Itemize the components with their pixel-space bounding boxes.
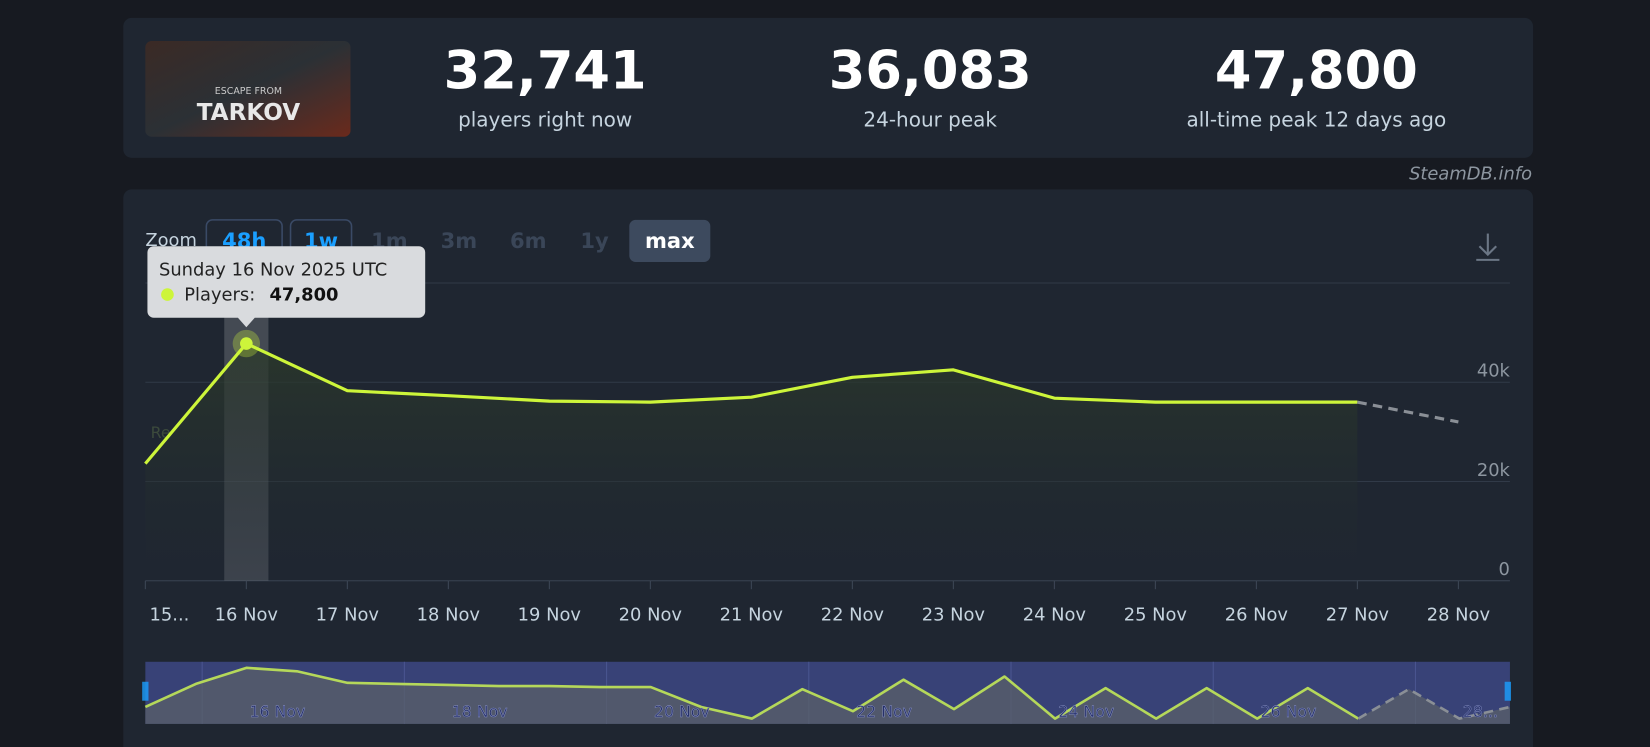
tooltip-box: [147, 246, 426, 328]
x-tick-label: 25 Nov: [1124, 604, 1188, 625]
watermark: SteamDB.info: [1409, 164, 1532, 185]
x-tick-label: 23 Nov: [922, 604, 986, 625]
y-tick-label: 0: [1499, 559, 1510, 580]
stat-label: players right now: [458, 107, 632, 131]
stat-value: 36,083: [829, 40, 1032, 101]
zoom-button-label[interactable]: 1y: [580, 228, 609, 253]
x-tick-label: 26 Nov: [1225, 604, 1289, 625]
x-tick-label: 15...: [150, 604, 190, 625]
series-line: [144, 341, 1358, 465]
header-panel: [123, 17, 1534, 158]
navigator-line-area: [145, 667, 1359, 724]
navigator-line: [1357, 687, 1511, 720]
series-line-area: [145, 343, 1358, 581]
download-icon[interactable]: [1476, 233, 1500, 261]
navigator-handle[interactable]: [142, 681, 149, 701]
y-tick-label: 40k: [1477, 361, 1511, 382]
tooltip-label: Players:: [184, 285, 255, 306]
navigator-line: [144, 666, 1359, 720]
x-tick-label: 21 Nov: [720, 604, 784, 625]
x-tick-label: 28 Nov: [1427, 604, 1491, 625]
navigator-label: 20 Nov: [654, 702, 710, 721]
zoom-button[interactable]: [629, 219, 711, 262]
x-tick-label: 20 Nov: [619, 604, 683, 625]
x-tick-label: 19 Nov: [518, 604, 582, 625]
capsule-text: TARKOV: [197, 100, 301, 126]
navigator-label: 28...: [1463, 702, 1498, 721]
tooltip-value: 47,800: [269, 285, 338, 306]
x-tick-label: 22 Nov: [821, 604, 885, 625]
data-point: [240, 337, 253, 350]
game-capsule[interactable]: [145, 41, 351, 137]
x-tick-label: 18 Nov: [417, 604, 481, 625]
x-tick-label: 24 Nov: [1023, 604, 1087, 625]
x-tick-label: 16 Nov: [215, 604, 279, 625]
x-tick-label: 27 Nov: [1326, 604, 1390, 625]
capsule-text: ESCAPE FROM: [215, 86, 282, 97]
navigator-label: 26 Nov: [1261, 702, 1317, 721]
tooltip-marker: [161, 288, 174, 301]
zoom-button-label[interactable]: max: [645, 228, 695, 253]
stat-label: 24-hour peak: [863, 107, 997, 131]
navigator-label: 18 Nov: [452, 702, 508, 721]
y-tick-label: 20k: [1477, 460, 1511, 481]
x-tick-label: 17 Nov: [316, 604, 380, 625]
series-line: [1357, 400, 1459, 424]
tooltip-title: Sunday 16 Nov 2025 UTC: [159, 259, 387, 280]
stat-label: all-time peak 12 days ago: [1186, 107, 1446, 131]
navigator-label: 22 Nov: [856, 702, 912, 721]
navigator-label: 16 Nov: [249, 702, 305, 721]
navigator-handle[interactable]: [1504, 681, 1511, 701]
stat-value: 32,741: [444, 40, 647, 101]
navigator-line-area: [1358, 689, 1510, 724]
zoom-label: Zoom: [145, 230, 197, 251]
zoom-button-label[interactable]: 3m: [441, 228, 478, 253]
zoom-button-label[interactable]: 6m: [510, 228, 547, 253]
stat-value: 47,800: [1215, 40, 1418, 101]
navigator-label: 24 Nov: [1058, 702, 1114, 721]
